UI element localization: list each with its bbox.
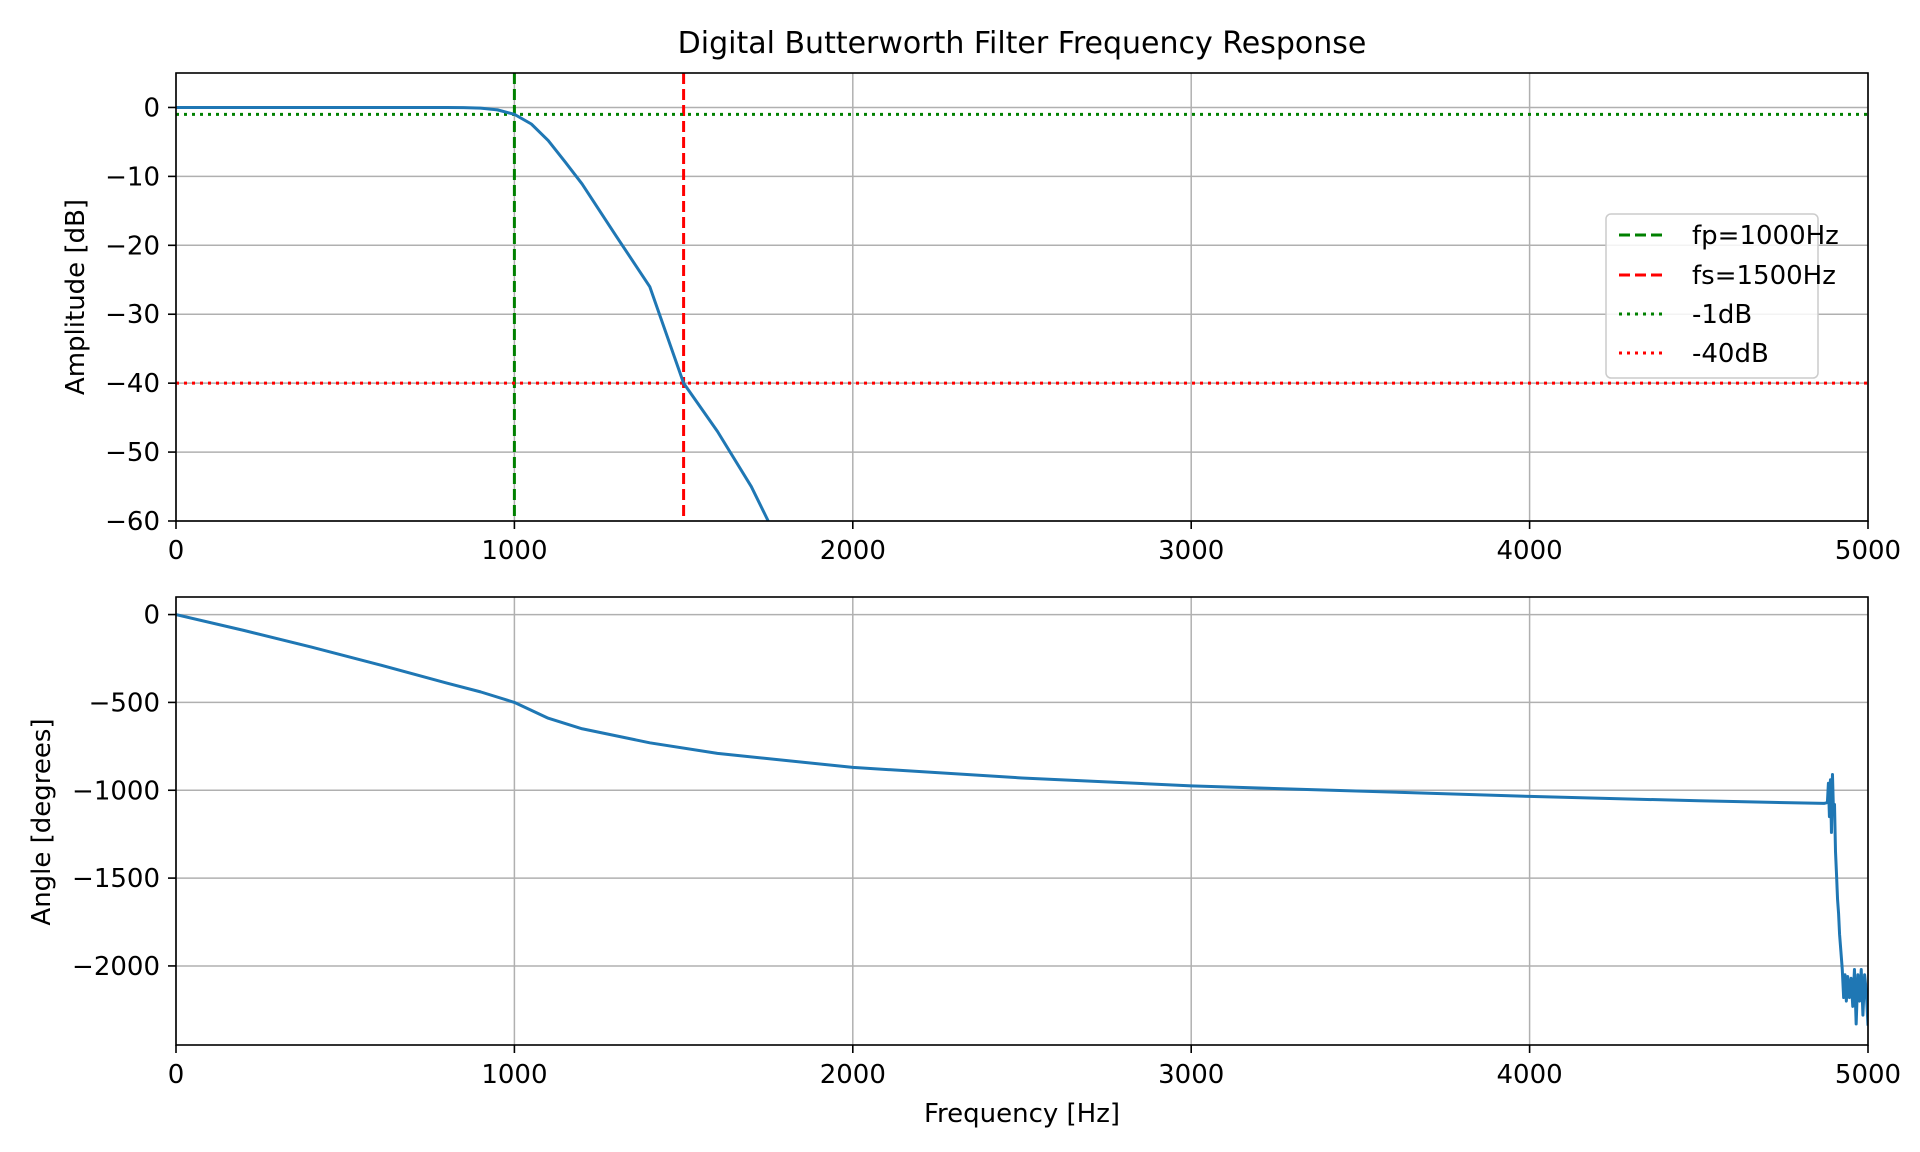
amplitude-y-tick-label: −40 bbox=[105, 369, 160, 399]
amplitude-y-tick-label: −60 bbox=[105, 507, 160, 537]
phase-y-tick-label: −1000 bbox=[72, 776, 160, 806]
amplitude-y-tick-label: −50 bbox=[105, 438, 160, 468]
phase-axes-frame bbox=[175, 596, 1869, 1046]
amplitude-y-tick-label: 0 bbox=[143, 93, 160, 123]
legend: fp=1000Hz fs=1500Hz -1dB -40dB bbox=[1605, 213, 1839, 379]
phase-panel: Angle [degrees] Frequency [Hz] 0 1000 2000… bbox=[27, 596, 1901, 1129]
phase-y-tick-label: −500 bbox=[89, 688, 160, 718]
phase-x-tick-label: 4000 bbox=[1497, 1060, 1563, 1090]
amplitude-y-tick-label: −20 bbox=[105, 231, 160, 261]
amplitude-x-tick-label: 1000 bbox=[481, 536, 547, 566]
amplitude-panel: Amplitude [dB] 0 1000 2000 3000 4000 5000 0 −10… bbox=[61, 72, 1901, 566]
phase-x-tick-label: 3000 bbox=[1158, 1060, 1224, 1090]
phase-series-line bbox=[176, 613, 1868, 1026]
legend-label: fs=1500Hz bbox=[1692, 261, 1836, 291]
amplitude-x-tick-label: 0 bbox=[168, 536, 185, 566]
amplitude-x-tick-label: 2000 bbox=[820, 536, 886, 566]
legend-label: -40dB bbox=[1692, 339, 1769, 369]
phase-x-tick-label: 5000 bbox=[1835, 1060, 1901, 1090]
amplitude-axes-frame bbox=[175, 72, 1869, 522]
amplitude-y-tick-label: −30 bbox=[105, 300, 160, 330]
amplitude-x-tick-label: 4000 bbox=[1497, 536, 1563, 566]
phase-y-tick-label: −1500 bbox=[72, 864, 160, 894]
phase-y-tick-label: 0 bbox=[143, 601, 160, 631]
phase-x-tick-label: 2000 bbox=[820, 1060, 886, 1090]
amplitude-x-tick-label: 5000 bbox=[1835, 536, 1901, 566]
amplitude-series-line bbox=[176, 105, 770, 521]
phase-x-tick-label: 1000 bbox=[481, 1060, 547, 1090]
legend-label: fp=1000Hz bbox=[1692, 221, 1839, 251]
phase-x-tick-label: 0 bbox=[168, 1060, 185, 1090]
legend-box bbox=[1605, 213, 1819, 379]
amplitude-x-tick-label: 3000 bbox=[1158, 536, 1224, 566]
chart-title: Digital Butterworth Filter Frequency Res… bbox=[678, 26, 1367, 61]
phase-x-axis-label: Frequency [Hz] bbox=[924, 1099, 1120, 1129]
phase-y-axis-label: Angle [degrees] bbox=[27, 718, 57, 925]
amplitude-y-axis-label: Amplitude [dB] bbox=[61, 199, 91, 395]
legend-label: -1dB bbox=[1692, 300, 1752, 330]
phase-y-tick-label: −2000 bbox=[72, 952, 160, 982]
amplitude-y-tick-label: −10 bbox=[105, 162, 160, 192]
